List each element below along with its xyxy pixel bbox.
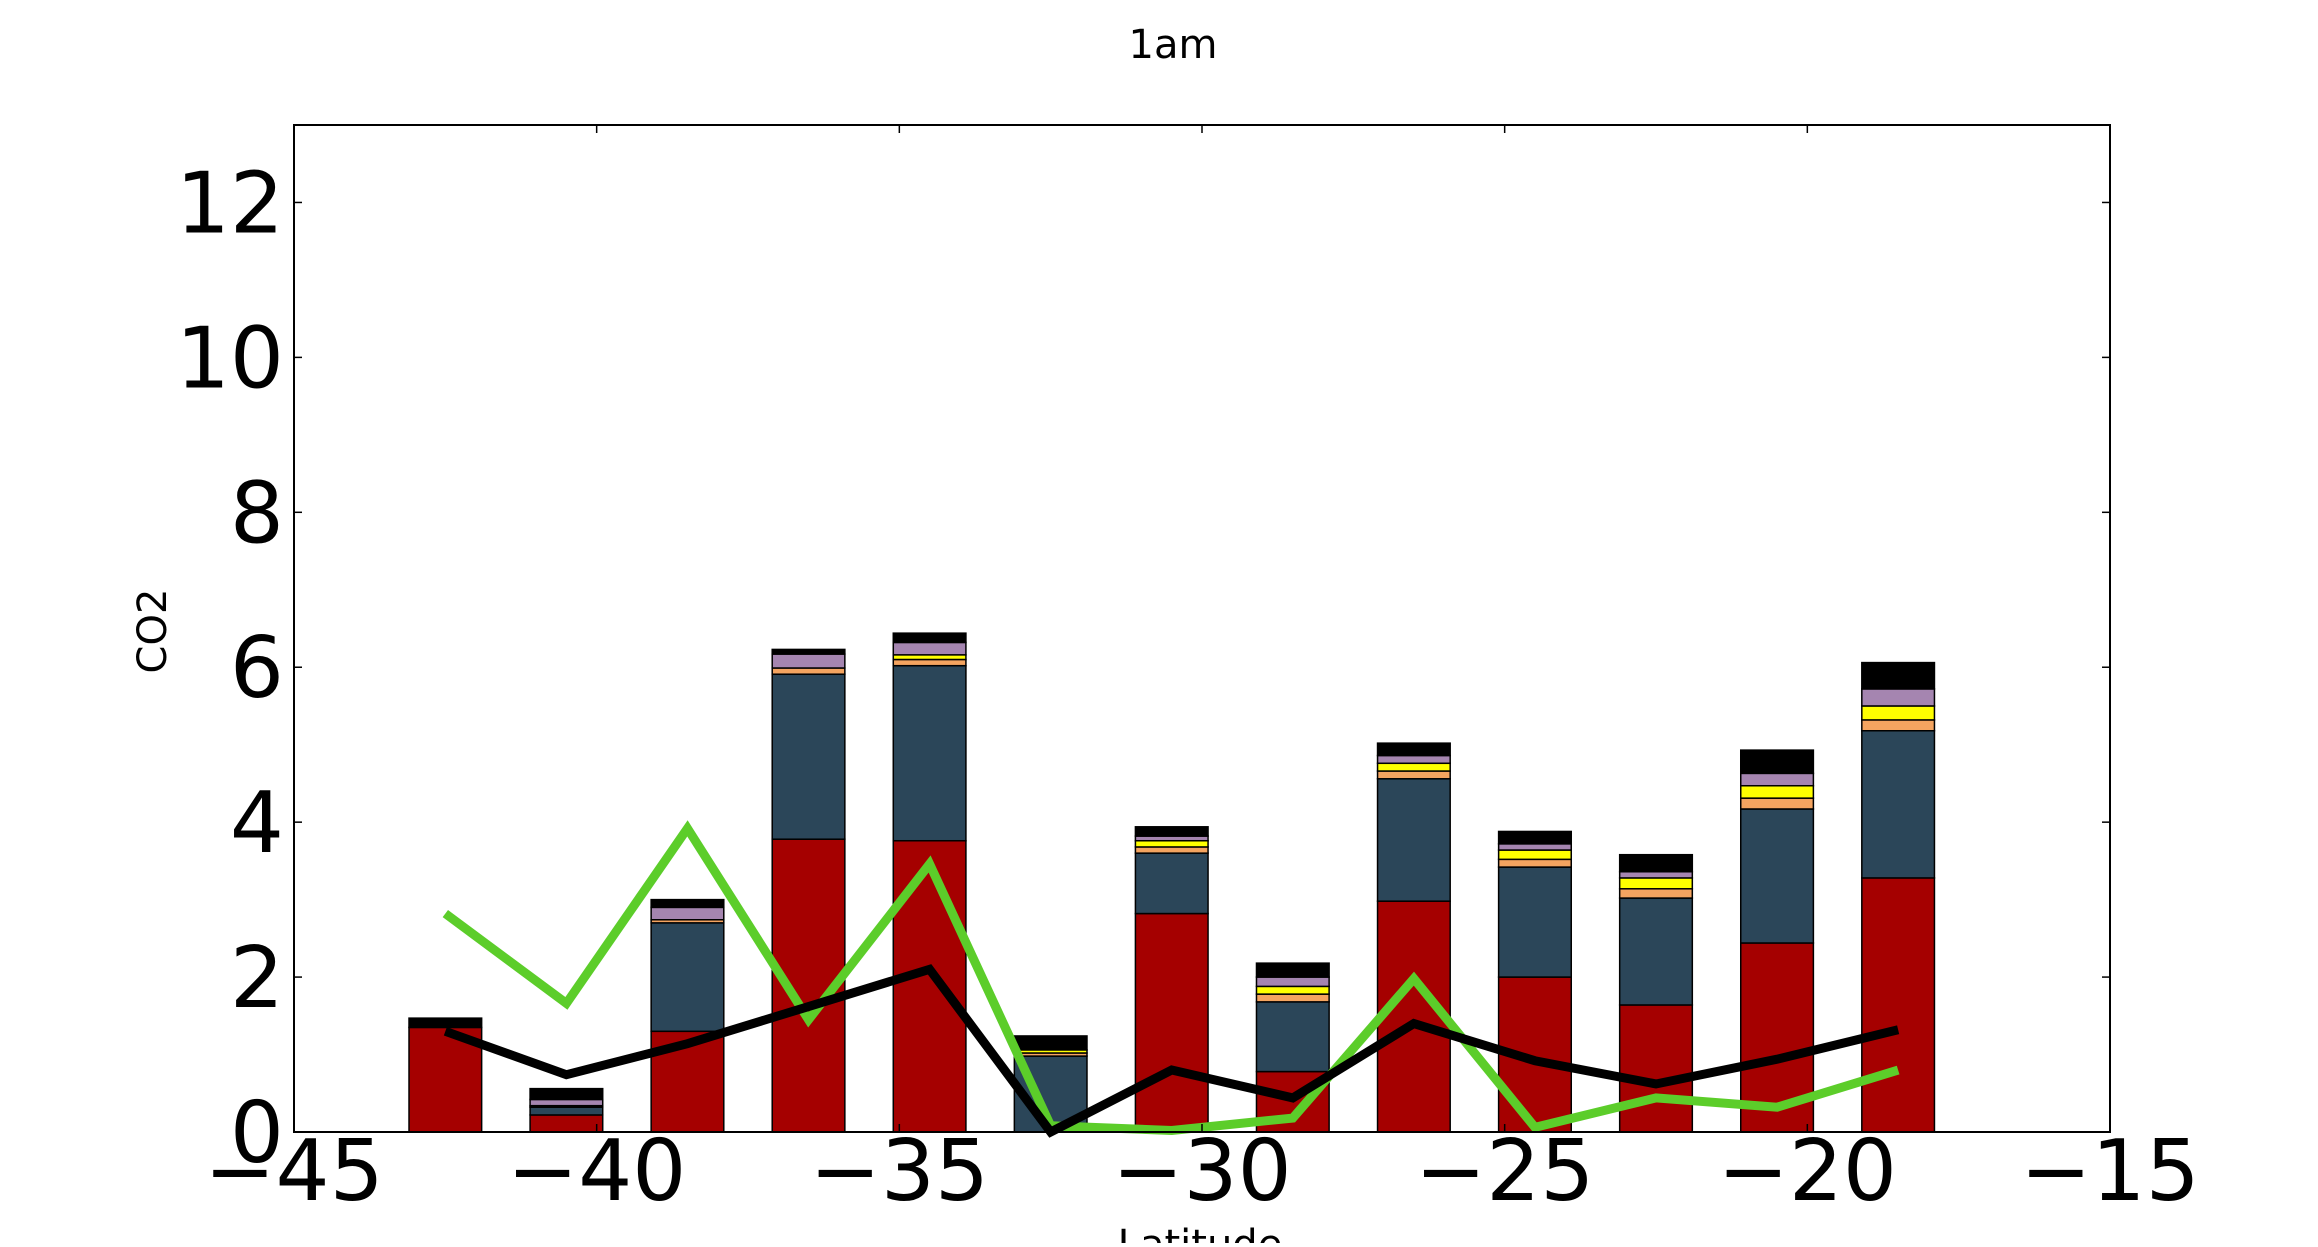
bar-segment-2-4 [650, 906, 725, 921]
bar-segment-9-4 [1497, 843, 1573, 851]
bar-segment-8-1 [1376, 778, 1451, 902]
bar-segment-7-1 [1255, 1001, 1330, 1073]
bar-segment-0-5 [408, 1017, 483, 1029]
bar-segment-12-5 [1861, 661, 1936, 690]
bar-segment-8-4 [1376, 754, 1451, 765]
bar-segment-4-4 [892, 641, 967, 656]
y-axis-label: CO2 [130, 589, 176, 674]
bar-segment-11-4 [1739, 772, 1815, 787]
bar-segment-2-1 [650, 922, 725, 1033]
x-tick-label: −25 [1415, 1122, 1594, 1221]
bar-segment-10-4 [1618, 870, 1694, 879]
bars-layer [408, 632, 1936, 1133]
bar-segment-9-1 [1497, 866, 1573, 978]
bar-segment-6-5 [1134, 826, 1209, 837]
bar-segment-9-5 [1497, 830, 1573, 845]
bar-segment-3-5 [771, 648, 846, 655]
x-tick-label: −20 [1718, 1122, 1897, 1221]
bar-segment-3-4 [771, 653, 846, 669]
bar-segment-7-3 [1255, 985, 1330, 995]
bar-segment-12-3 [1861, 705, 1936, 721]
x-tick-label: −30 [1112, 1122, 1291, 1221]
bar-segment-10-3 [1618, 877, 1694, 890]
bar-segment-7-4 [1255, 976, 1330, 988]
bar-segment-4-1 [892, 664, 967, 842]
bar-segment-10-1 [1618, 897, 1694, 1006]
y-tick-label: 6 [230, 619, 284, 718]
bar-segment-4-2 [892, 658, 967, 667]
bar-segment-11-1 [1739, 808, 1815, 944]
bar-segment-10-5 [1618, 853, 1694, 873]
bar-segment-5-5 [1013, 1035, 1088, 1051]
bar-segment-3-1 [771, 673, 846, 840]
bar-segment-11-2 [1739, 797, 1815, 810]
x-axis-label: Latitude [1118, 1222, 1283, 1243]
lines-layer [442, 820, 1900, 1138]
bar-segment-12-0 [1861, 877, 1936, 1133]
bar-segment-10-0 [1618, 1004, 1694, 1133]
bar-segment-6-0 [1134, 912, 1209, 1133]
bar-segment-11-3 [1739, 784, 1815, 799]
y-tick-label: 10 [176, 309, 284, 408]
bar-segment-8-2 [1376, 770, 1451, 780]
bar-segment-0-0 [408, 1026, 483, 1133]
bar-segment-12-1 [1861, 729, 1936, 879]
bar-segment-6-1 [1134, 852, 1209, 915]
x-tick-label: −45 [204, 1122, 383, 1221]
chart-title: 1am [1129, 22, 1218, 68]
bar-segment-12-4 [1861, 688, 1936, 707]
bar-segment-4-5 [892, 632, 967, 644]
bar-segment-4-0 [892, 839, 967, 1133]
bar-segment-8-5 [1376, 742, 1451, 757]
y-tick-label: 8 [230, 464, 284, 563]
bar-segment-9-2 [1497, 858, 1573, 868]
x-tick-label: −15 [2020, 1122, 2199, 1221]
bar-segment-10-2 [1618, 888, 1694, 899]
bar-segment-1-5 [529, 1087, 604, 1101]
bar-segment-9-3 [1497, 849, 1573, 861]
ticks-layer [293, 125, 2111, 1133]
bar-segment-7-5 [1255, 962, 1330, 978]
bar-segment-12-2 [1861, 719, 1936, 732]
line-series-0 [442, 820, 1900, 1135]
x-tick-label: −40 [507, 1122, 686, 1221]
bar-segment-1-1 [529, 1106, 604, 1116]
line-series-1 [443, 964, 1900, 1138]
y-tick-label: 0 [230, 1084, 284, 1183]
bar-segment-7-2 [1255, 993, 1330, 1003]
y-tick-label: 4 [230, 774, 284, 873]
tick-labels-layer: −45 −40 −35 −30 −25 −20 −15 0 2 4 6 8 10 12 [176, 154, 2200, 1221]
bar-segment-2-5 [650, 898, 725, 909]
bar-segment-8-3 [1376, 762, 1451, 772]
y-tick-label: 12 [176, 154, 284, 253]
bar-segment-3-2 [771, 667, 846, 675]
y-tick-label: 2 [230, 929, 284, 1028]
bar-segment-11-5 [1739, 749, 1815, 775]
bar-segment-6-2 [1134, 846, 1209, 854]
bar-segment-1-4 [529, 1098, 604, 1107]
x-tick-label: −35 [810, 1122, 989, 1221]
bar-segment-6-3 [1134, 839, 1209, 848]
